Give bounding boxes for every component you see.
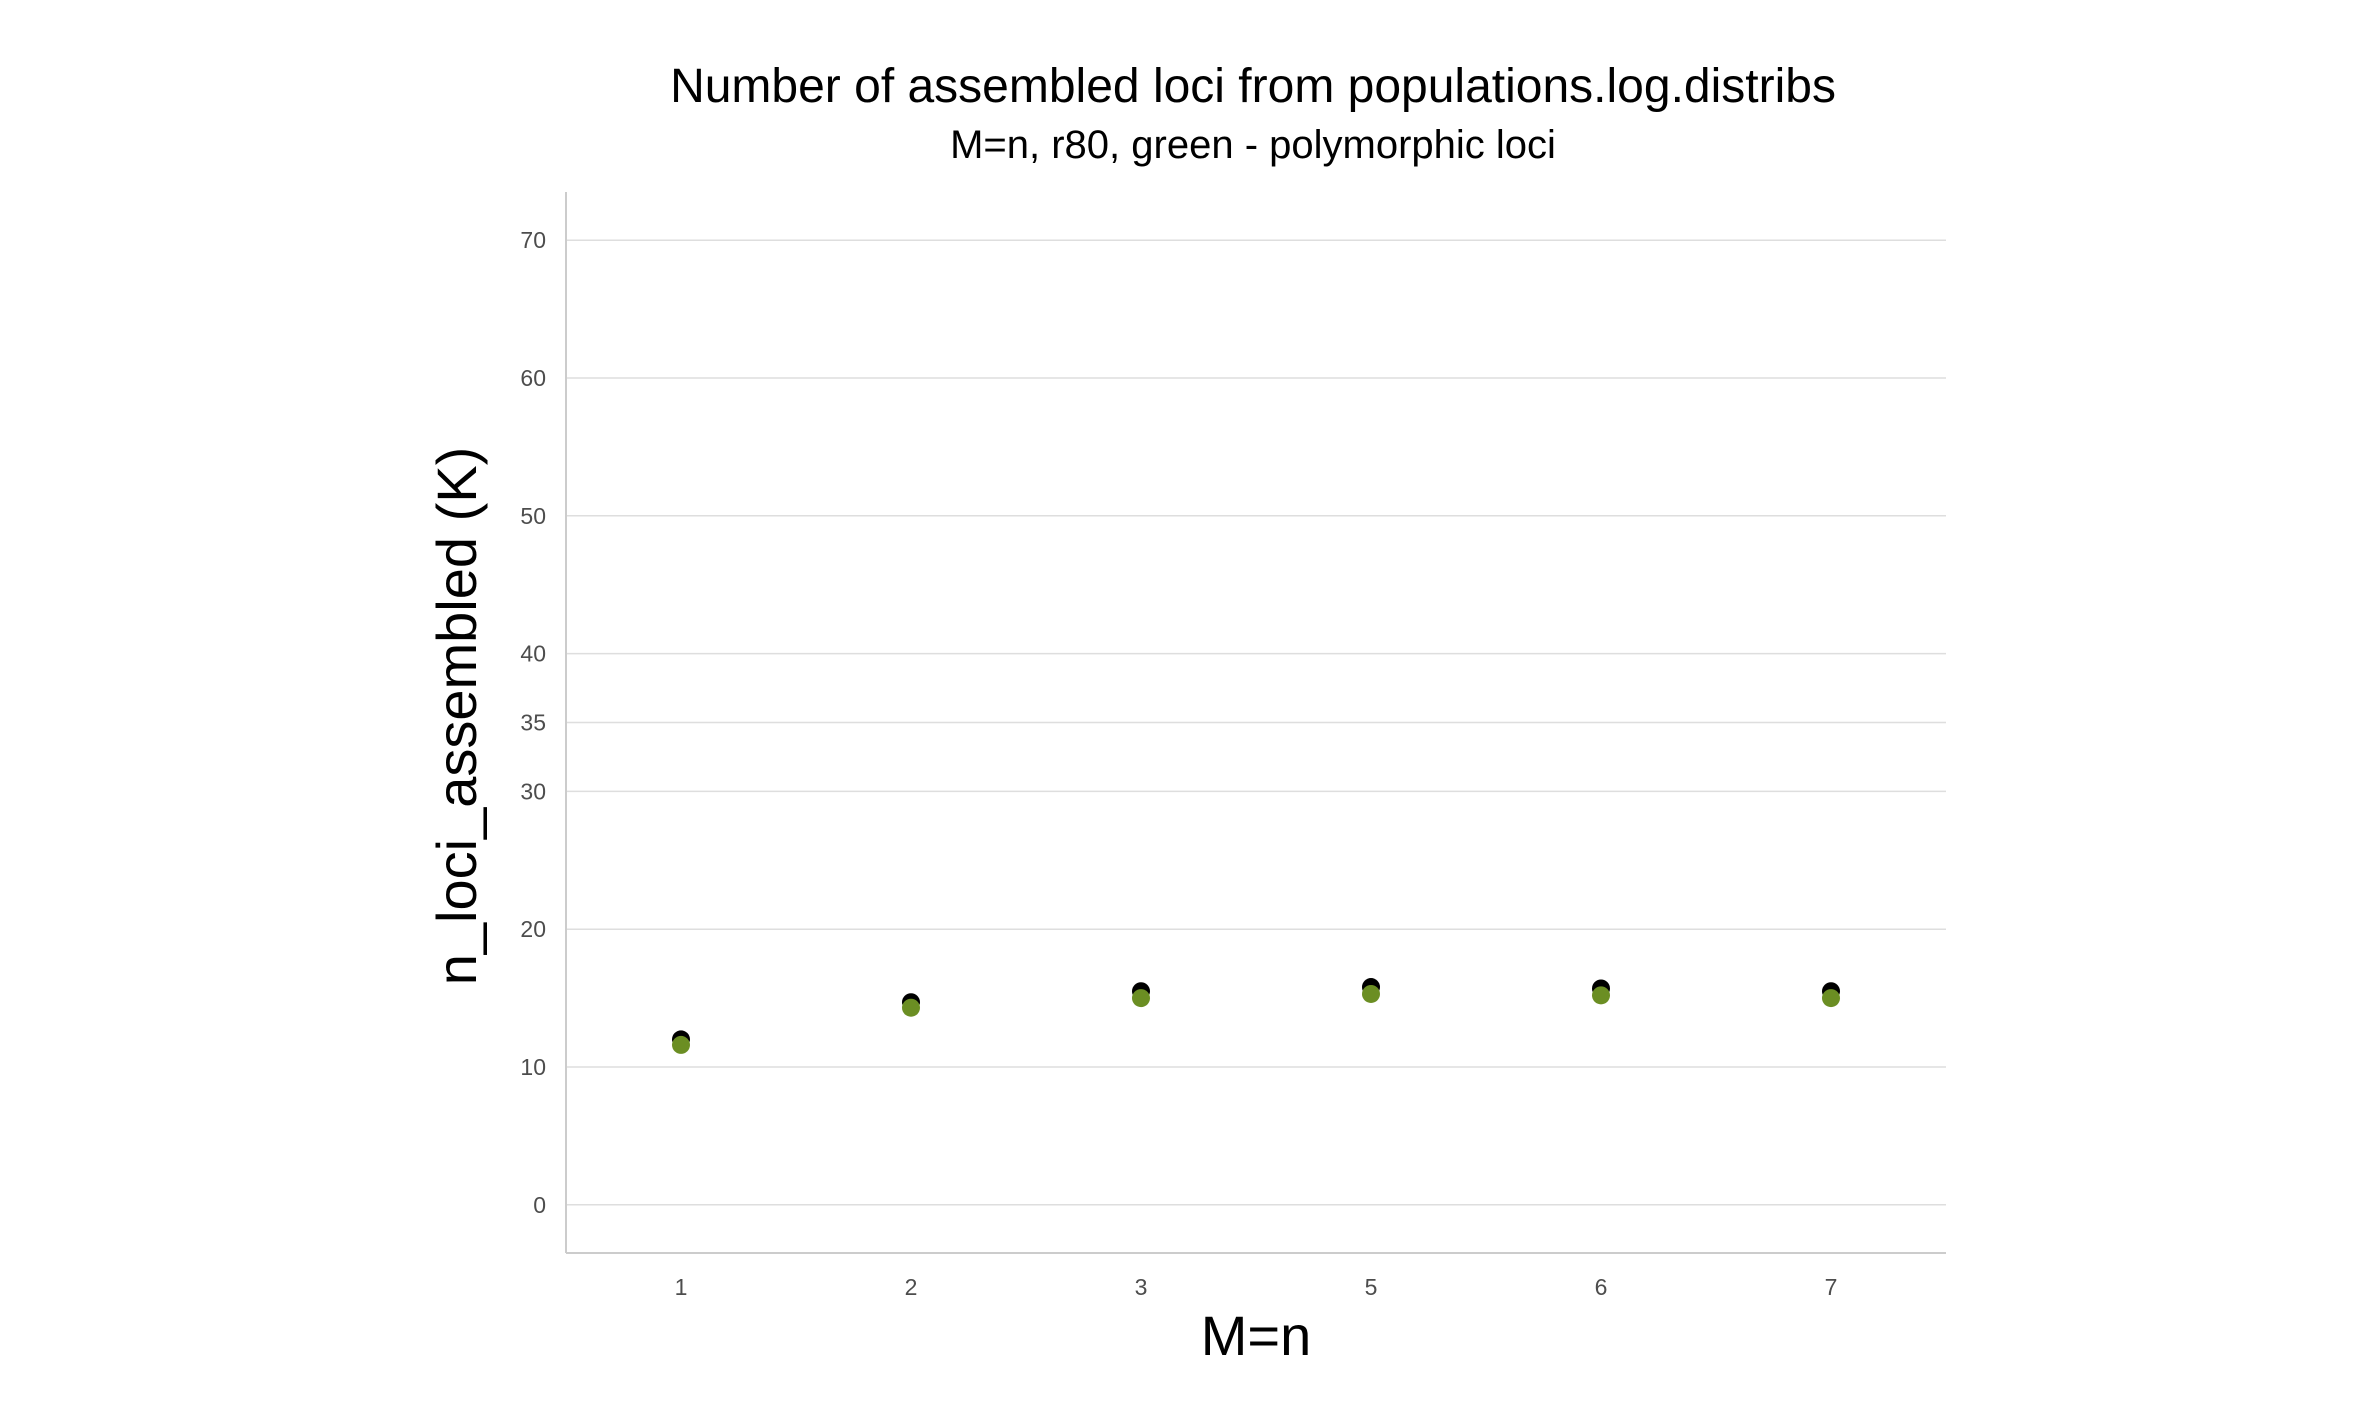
data-point <box>1362 984 1380 1003</box>
y-tick-label: 30 <box>520 778 546 804</box>
data-points <box>672 978 1840 1054</box>
data-point <box>902 998 920 1017</box>
y-axis-ticks: 0 10 20 30 35 40 50 60 70 <box>520 227 546 1218</box>
gridlines <box>566 239 1946 1206</box>
y-tick-label: 40 <box>520 641 546 667</box>
y-tick-label: 10 <box>520 1054 546 1080</box>
data-point <box>1592 986 1610 1005</box>
y-axis-title: n_loci_assembled (K) <box>425 447 488 985</box>
x-tick-label: 1 <box>675 1274 688 1300</box>
series-all-loci <box>672 978 1840 1049</box>
x-tick-label: 6 <box>1595 1274 1608 1300</box>
series-polymorphic-loci <box>672 984 1840 1054</box>
y-tick-label: 35 <box>520 710 546 736</box>
chart-subtitle: M=n, r80, green - polymorphic loci <box>950 123 1556 167</box>
x-tick-label: 7 <box>1825 1274 1838 1300</box>
data-point <box>1132 989 1150 1008</box>
y-tick-label: 60 <box>520 365 546 391</box>
x-axis-title: M=n <box>1201 1304 1312 1367</box>
x-tick-label: 5 <box>1365 1274 1378 1300</box>
data-point <box>1822 989 1840 1008</box>
y-tick-label: 50 <box>520 503 546 529</box>
data-point <box>672 1035 690 1054</box>
x-tick-label: 2 <box>905 1274 918 1300</box>
x-axis-ticks: 1 2 3 5 6 7 <box>675 1274 1838 1300</box>
x-tick-label: 3 <box>1135 1274 1148 1300</box>
y-tick-label: 70 <box>520 227 546 253</box>
y-tick-label: 20 <box>520 916 546 942</box>
y-tick-label: 0 <box>533 1192 546 1218</box>
chart-title: Number of assembled loci from population… <box>670 60 1836 113</box>
